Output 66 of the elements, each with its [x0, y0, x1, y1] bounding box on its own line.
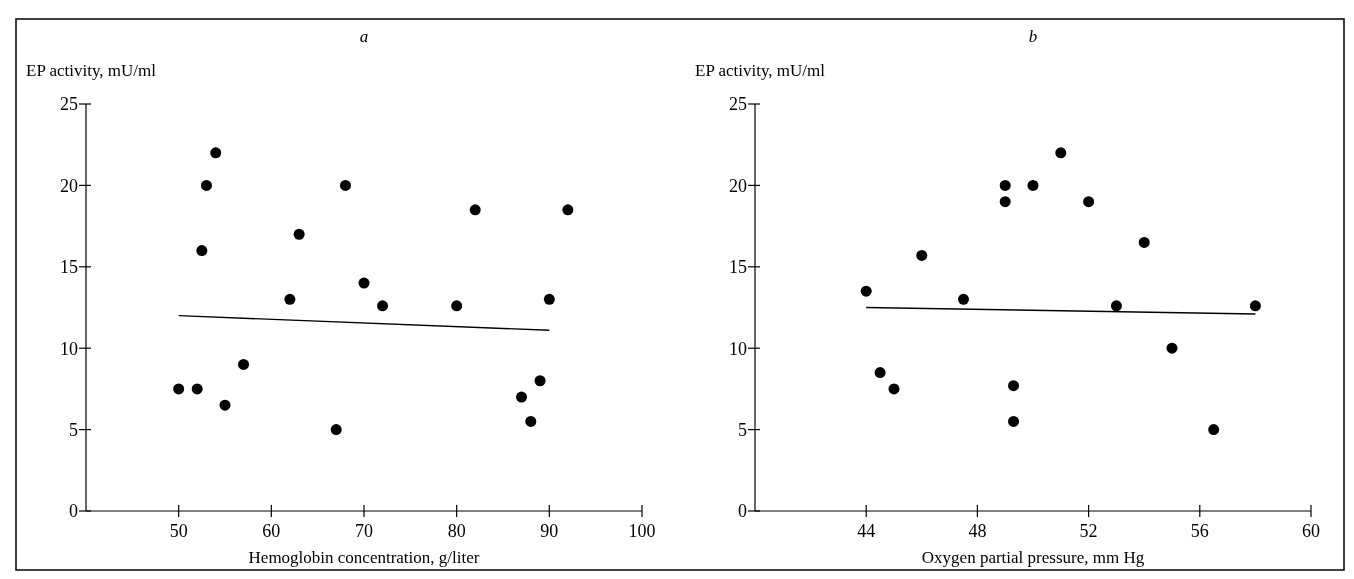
point — [339, 179, 351, 191]
point — [219, 399, 231, 411]
y-tick-label: 5 — [69, 419, 78, 440]
point — [1138, 236, 1150, 248]
x-tick-label: 90 — [540, 521, 559, 541]
point — [173, 383, 185, 395]
point — [958, 293, 969, 305]
point — [916, 249, 928, 261]
point — [358, 277, 370, 289]
x-tick-label: 100 — [628, 521, 656, 541]
point — [1083, 196, 1095, 208]
x-axis-title: Hemoglobin concentration, g/liter — [248, 548, 480, 567]
point — [543, 293, 555, 305]
point — [1055, 147, 1067, 159]
point — [284, 293, 296, 305]
x-tick-label: 60 — [262, 521, 281, 541]
chart-title: a — [359, 27, 369, 46]
x-tick-label: 56 — [1190, 521, 1209, 541]
chart-title: b — [1028, 27, 1038, 46]
point — [293, 228, 305, 240]
point — [1008, 380, 1020, 392]
point — [999, 196, 1011, 208]
y-tick-label: 0 — [738, 501, 747, 522]
point — [200, 179, 212, 191]
point — [469, 204, 481, 216]
point — [210, 147, 222, 159]
y-axis-title: EP activity, mU/ml — [695, 61, 826, 80]
point — [451, 300, 463, 312]
point — [1249, 300, 1261, 312]
y-tick-label: 15 — [729, 257, 747, 278]
point — [888, 383, 900, 395]
point — [860, 285, 872, 297]
point — [377, 300, 389, 312]
x-tick-label: 48 — [968, 521, 987, 541]
point — [525, 415, 537, 427]
point — [1110, 300, 1122, 312]
y-tick-label: 10 — [60, 338, 78, 359]
point — [238, 358, 250, 370]
x-tick-label: 44 — [857, 521, 876, 541]
point — [999, 179, 1011, 191]
point — [1208, 424, 1220, 436]
y-tick-label: 20 — [60, 175, 78, 196]
point — [874, 367, 886, 379]
y-tick-label: 0 — [69, 501, 78, 522]
x-tick-label: 52 — [1079, 521, 1098, 541]
point — [562, 204, 574, 216]
y-axis-title: EP activity, mU/ml — [26, 61, 157, 80]
y-tick-label: 25 — [60, 94, 78, 115]
point — [1008, 415, 1020, 427]
x-tick-label: 80 — [447, 521, 466, 541]
x-tick-label: 60 — [1302, 521, 1320, 541]
x-tick-label: 50 — [169, 521, 188, 541]
point — [191, 383, 203, 395]
point — [1166, 342, 1178, 354]
x-axis-title: Oxygen partial pressure, mm Hg — [921, 548, 1145, 567]
y-tick-label: 10 — [729, 338, 747, 359]
y-tick-label: 5 — [738, 419, 747, 440]
point — [534, 375, 546, 387]
y-tick-label: 25 — [729, 94, 747, 115]
y-tick-label: 20 — [729, 175, 747, 196]
point — [196, 245, 208, 257]
x-tick-label: 70 — [355, 521, 373, 541]
point — [516, 391, 528, 403]
point — [1027, 179, 1039, 191]
point — [330, 424, 342, 436]
y-tick-label: 15 — [60, 257, 78, 278]
